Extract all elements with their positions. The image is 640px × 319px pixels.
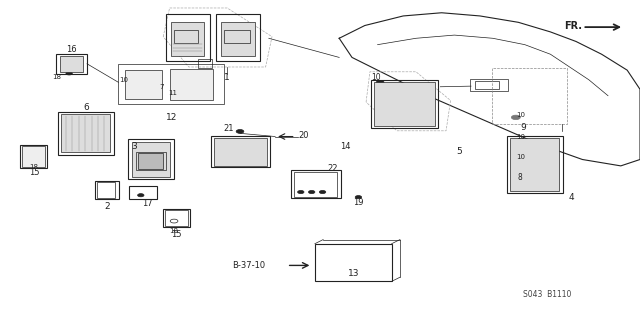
Text: S043  B1110: S043 B1110 xyxy=(523,290,572,299)
Bar xyxy=(128,139,174,179)
Circle shape xyxy=(319,190,326,194)
Bar xyxy=(475,81,499,89)
Text: 11: 11 xyxy=(168,90,177,95)
Text: FR.: FR. xyxy=(564,20,582,31)
Bar xyxy=(216,14,260,61)
Bar xyxy=(56,54,87,74)
Bar xyxy=(95,181,119,199)
Bar xyxy=(60,56,83,72)
Bar xyxy=(224,30,250,43)
Circle shape xyxy=(522,158,548,170)
Bar xyxy=(20,145,47,168)
Text: 10: 10 xyxy=(371,73,381,82)
Circle shape xyxy=(511,115,520,120)
Bar xyxy=(470,79,508,91)
Bar xyxy=(22,146,45,167)
Circle shape xyxy=(244,149,255,155)
Text: 5: 5 xyxy=(457,147,462,156)
Text: B-37-10: B-37-10 xyxy=(232,261,266,270)
Circle shape xyxy=(355,196,362,199)
Circle shape xyxy=(234,149,246,155)
Text: 17: 17 xyxy=(142,199,152,208)
Bar xyxy=(118,64,224,104)
Bar xyxy=(374,82,435,126)
Text: 18: 18 xyxy=(170,228,179,234)
Circle shape xyxy=(175,89,180,92)
Bar xyxy=(214,138,267,166)
Bar xyxy=(125,70,162,99)
Text: 10: 10 xyxy=(516,134,525,139)
Bar xyxy=(507,136,563,193)
Text: 9: 9 xyxy=(521,123,526,132)
Bar xyxy=(129,186,157,199)
Text: 19: 19 xyxy=(353,198,364,207)
Circle shape xyxy=(511,142,520,146)
Circle shape xyxy=(141,72,146,75)
Text: 4: 4 xyxy=(569,193,574,202)
Circle shape xyxy=(376,80,384,84)
Text: 10: 10 xyxy=(516,113,525,118)
Circle shape xyxy=(380,91,429,115)
Text: 18: 18 xyxy=(52,74,61,80)
Bar xyxy=(315,244,392,281)
Text: 21: 21 xyxy=(224,124,234,133)
Circle shape xyxy=(298,190,304,194)
Bar xyxy=(61,114,110,152)
Bar xyxy=(171,22,204,56)
Bar xyxy=(492,68,567,124)
Bar xyxy=(294,172,337,197)
Text: 22: 22 xyxy=(328,164,338,173)
Circle shape xyxy=(388,95,421,112)
Circle shape xyxy=(225,149,236,155)
Bar xyxy=(170,69,213,100)
Circle shape xyxy=(236,130,244,133)
Text: 8: 8 xyxy=(517,173,522,182)
Text: 2: 2 xyxy=(104,202,109,211)
Bar xyxy=(163,209,190,227)
Bar xyxy=(211,136,270,167)
Bar xyxy=(198,59,212,68)
Text: 20: 20 xyxy=(299,131,309,140)
Bar xyxy=(291,170,341,198)
Bar xyxy=(138,153,163,169)
Bar xyxy=(371,80,438,128)
Circle shape xyxy=(308,190,315,194)
Bar xyxy=(221,22,255,56)
Bar xyxy=(136,152,166,170)
Text: 6: 6 xyxy=(83,103,88,112)
Text: 10: 10 xyxy=(119,78,128,83)
Text: 7: 7 xyxy=(159,84,164,90)
Text: 18: 18 xyxy=(29,164,38,170)
Circle shape xyxy=(138,194,144,197)
Text: 15: 15 xyxy=(29,168,39,177)
Text: 16: 16 xyxy=(67,45,77,54)
Bar xyxy=(132,142,170,177)
Bar xyxy=(174,30,198,43)
Text: 15: 15 xyxy=(172,230,182,239)
Bar xyxy=(58,112,114,155)
Text: 3: 3 xyxy=(132,142,137,151)
Circle shape xyxy=(66,72,72,75)
Bar xyxy=(166,14,210,61)
Bar xyxy=(510,138,559,191)
Bar xyxy=(165,210,188,226)
Circle shape xyxy=(511,172,520,176)
Text: 10: 10 xyxy=(516,154,525,160)
Text: 13: 13 xyxy=(348,269,359,278)
Circle shape xyxy=(215,149,227,155)
Bar xyxy=(97,182,115,198)
Circle shape xyxy=(515,154,556,174)
Text: 14: 14 xyxy=(340,142,351,151)
Text: 12: 12 xyxy=(166,113,177,122)
Text: 1: 1 xyxy=(225,73,230,82)
